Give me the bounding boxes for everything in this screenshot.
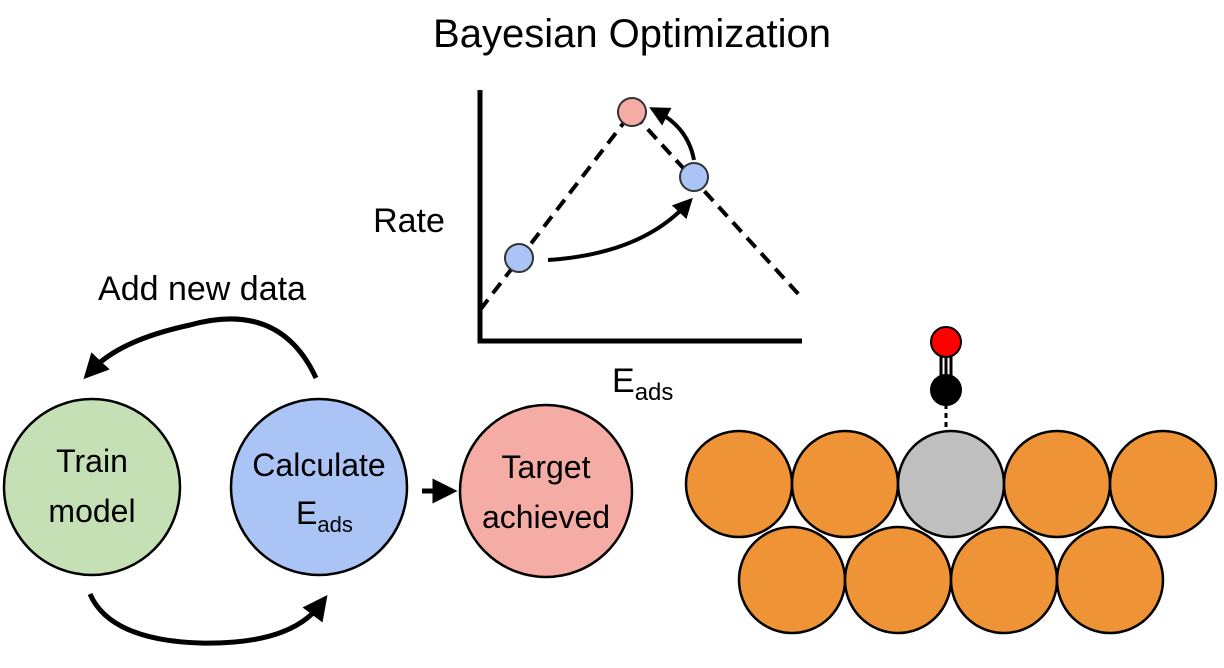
calculate-label-main: E (296, 495, 317, 531)
metal-atom (790, 429, 900, 539)
arrow-add-data (83, 316, 319, 380)
carbon-atom (930, 374, 962, 406)
data-point-low (504, 243, 534, 273)
metal-atom (843, 525, 953, 635)
metal-atom (949, 525, 1059, 635)
plot-xlabel: Eads (612, 362, 673, 406)
metal-atom (737, 525, 847, 635)
calculate-label-sub: ads (317, 512, 352, 537)
calculate-label-1: Calculate (252, 447, 385, 483)
metal-atom (1002, 429, 1112, 539)
plot-xlabel-sub: ads (635, 379, 674, 406)
metal-atom (684, 429, 794, 539)
oxygen-atom (930, 326, 962, 358)
target-label-2: achieved (482, 499, 610, 535)
train-model-node (2, 397, 182, 577)
add-data-label: Add new data (98, 270, 306, 308)
arrow-low-to-mid (547, 197, 693, 262)
calculate-node (229, 397, 409, 577)
catalyst-surface (684, 326, 1218, 635)
target-label-1: Target (502, 449, 591, 485)
train-model-label-2: model (48, 493, 135, 529)
optimization-loop: Add new data Train model Calculate Eads … (2, 270, 634, 646)
train-model-label-1: Train (56, 443, 128, 479)
target-node (458, 403, 634, 579)
volcano-line (478, 108, 804, 312)
data-point-peak (617, 97, 647, 127)
plot-ylabel: Rate (373, 202, 445, 240)
metal-atom (1055, 525, 1165, 635)
metal-atom (1108, 429, 1218, 539)
arrow-train-to-calculate (87, 592, 328, 646)
data-point-mid (679, 162, 709, 192)
plot-xlabel-main: E (612, 362, 635, 400)
plot: Rate Eads (373, 90, 804, 406)
arrow-mid-to-peak (649, 107, 696, 161)
calculate-label-2: Eads (296, 495, 353, 537)
title: Bayesian Optimization (433, 12, 831, 56)
active-site-atom (896, 429, 1006, 539)
plot-axes (477, 90, 802, 344)
